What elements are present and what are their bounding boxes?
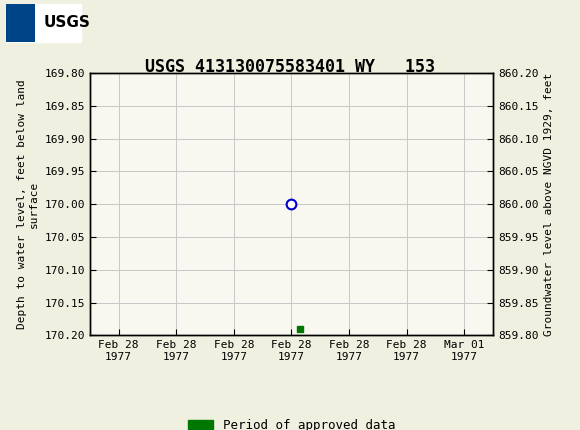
Text: USGS 413130075583401 WY   153: USGS 413130075583401 WY 153 [145,58,435,76]
Text: USGS: USGS [44,15,90,30]
Y-axis label: Depth to water level, feet below land
surface: Depth to water level, feet below land su… [17,80,39,329]
Bar [6,3,35,42]
Bar [6,3,81,42]
Legend: Period of approved data: Period of approved data [183,414,400,430]
Y-axis label: Groundwater level above NGVD 1929, feet: Groundwater level above NGVD 1929, feet [544,73,554,336]
